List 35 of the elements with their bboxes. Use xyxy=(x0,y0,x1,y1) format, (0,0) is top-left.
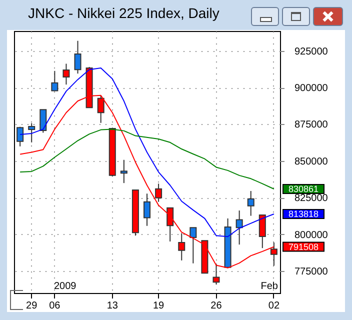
candlestick xyxy=(258,214,266,249)
annotation: Feb xyxy=(260,281,278,292)
candlestick xyxy=(247,190,254,216)
candlestick xyxy=(51,70,58,92)
x-tick-label: 29 xyxy=(26,300,38,312)
y-tick-label: 925000 xyxy=(294,46,328,58)
x-tick-label: 19 xyxy=(152,300,165,312)
line-series xyxy=(20,128,274,190)
y-tick-label: 775000 xyxy=(294,266,328,278)
candlestick xyxy=(144,193,150,226)
candlestick xyxy=(120,159,128,184)
y-tick-label: 825000 xyxy=(294,193,328,204)
candlestick xyxy=(62,63,70,86)
chart-title: JNKC - Nikkei 225 Index, Daily xyxy=(28,5,220,21)
y-tick-label: 875000 xyxy=(294,120,328,131)
candlestick xyxy=(28,122,36,143)
candlestick xyxy=(40,109,47,134)
candlestick xyxy=(166,207,174,242)
x-tick-label: 06 xyxy=(49,300,61,312)
candlestick xyxy=(236,210,243,246)
annotation: 2009 xyxy=(54,281,77,292)
y-tick-label: 900000 xyxy=(294,83,328,94)
x-tick-label: 13 xyxy=(106,300,118,312)
y-tick-label: 800000 xyxy=(294,230,328,241)
data-label: 791508 xyxy=(288,242,319,252)
candlestick xyxy=(16,126,24,147)
candlestick xyxy=(190,227,197,264)
x-tick-label: 26 xyxy=(210,300,222,312)
data-label: 830861 xyxy=(288,184,319,194)
data-label: 813818 xyxy=(288,209,319,220)
candlestick xyxy=(155,183,162,202)
x-tick-label: 02 xyxy=(268,300,280,312)
y-tick-label: 850000 xyxy=(294,156,328,168)
candlestick xyxy=(178,232,186,261)
candlestick xyxy=(74,40,82,74)
